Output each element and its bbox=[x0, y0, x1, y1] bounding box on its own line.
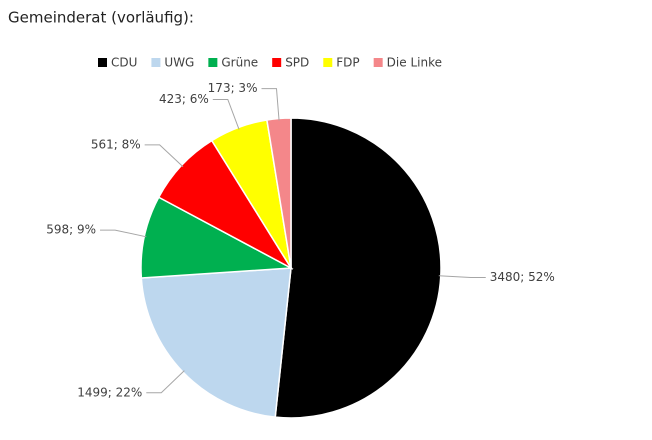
legend-label: UWG bbox=[164, 56, 194, 70]
legend-label: CDU bbox=[111, 56, 137, 70]
leader-line bbox=[144, 144, 184, 168]
data-label: 173; 3% bbox=[208, 81, 258, 95]
legend-swatch bbox=[272, 58, 282, 67]
leader-line bbox=[212, 98, 240, 130]
legend-label: Grüne bbox=[221, 56, 258, 70]
leader-line bbox=[261, 88, 280, 121]
data-label: 3480; 52% bbox=[490, 270, 555, 284]
legend-swatch bbox=[323, 58, 333, 67]
legend-swatch bbox=[373, 58, 383, 67]
leader-line bbox=[100, 229, 147, 238]
legend-swatch bbox=[208, 58, 218, 67]
legend-swatch bbox=[151, 58, 161, 67]
leader-line bbox=[438, 275, 486, 278]
data-label: 598; 9% bbox=[46, 223, 96, 237]
legend-label: FDP bbox=[336, 56, 359, 70]
legend-swatch bbox=[98, 58, 107, 67]
pie-slice bbox=[274, 117, 442, 419]
chart-title: Gemeinderat (vorläufig): bbox=[8, 9, 194, 27]
pie-slice bbox=[140, 267, 292, 418]
data-label: 561; 8% bbox=[91, 137, 141, 151]
data-label: 423; 6% bbox=[159, 92, 209, 106]
leader-line bbox=[146, 370, 185, 394]
data-label: 1499; 22% bbox=[77, 385, 142, 399]
legend-label: SPD bbox=[285, 56, 309, 70]
legend-label: Die Linke bbox=[387, 56, 442, 70]
